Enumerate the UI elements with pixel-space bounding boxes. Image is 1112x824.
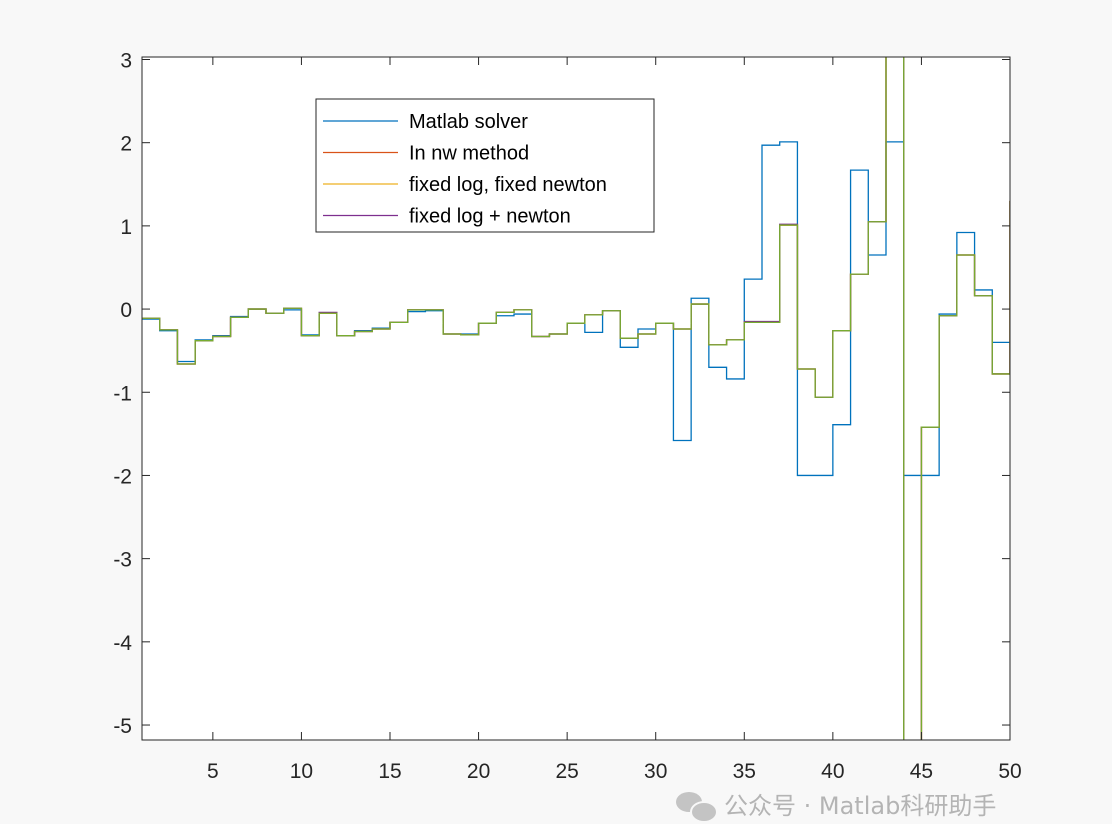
legend-label: fixed log + newton xyxy=(409,206,571,228)
y-tick-label: 1 xyxy=(120,216,132,239)
y-tick-label: -5 xyxy=(113,715,132,738)
x-tick-label: 45 xyxy=(910,760,933,783)
x-tick-label: 50 xyxy=(998,760,1021,783)
y-tick-label: 3 xyxy=(120,49,132,72)
legend-label: Matlab solver xyxy=(409,111,528,133)
y-tick-label: -3 xyxy=(113,549,132,572)
x-tick-label: 15 xyxy=(378,760,401,783)
x-tick-label: 40 xyxy=(821,760,844,783)
legend-label: fixed log, fixed newton xyxy=(409,174,607,196)
y-tick-label: -2 xyxy=(113,465,132,488)
y-tick-label: 0 xyxy=(120,299,132,322)
watermark-text: 公众号 · Matlab科研助手 xyxy=(724,792,997,820)
y-tick-label: 2 xyxy=(120,133,132,156)
x-tick-label: 10 xyxy=(290,760,313,783)
axes-box xyxy=(141,56,1011,741)
watermark: 公众号 · Matlab科研助手 xyxy=(676,791,997,823)
x-tick-label: 30 xyxy=(644,760,667,783)
x-tick-label: 25 xyxy=(555,760,578,783)
x-tick-label: 5 xyxy=(207,760,219,783)
y-tick-label: -4 xyxy=(113,632,132,655)
wechat-icon xyxy=(676,791,718,823)
x-tick-label: 20 xyxy=(467,760,490,783)
y-tick-label: -1 xyxy=(113,382,132,405)
legend: Matlab solver In nw method fixed log, fixe… xyxy=(315,98,655,233)
legend-label: In nw method xyxy=(409,143,529,165)
x-tick-label: 35 xyxy=(733,760,756,783)
series-line-5 xyxy=(142,57,1010,740)
